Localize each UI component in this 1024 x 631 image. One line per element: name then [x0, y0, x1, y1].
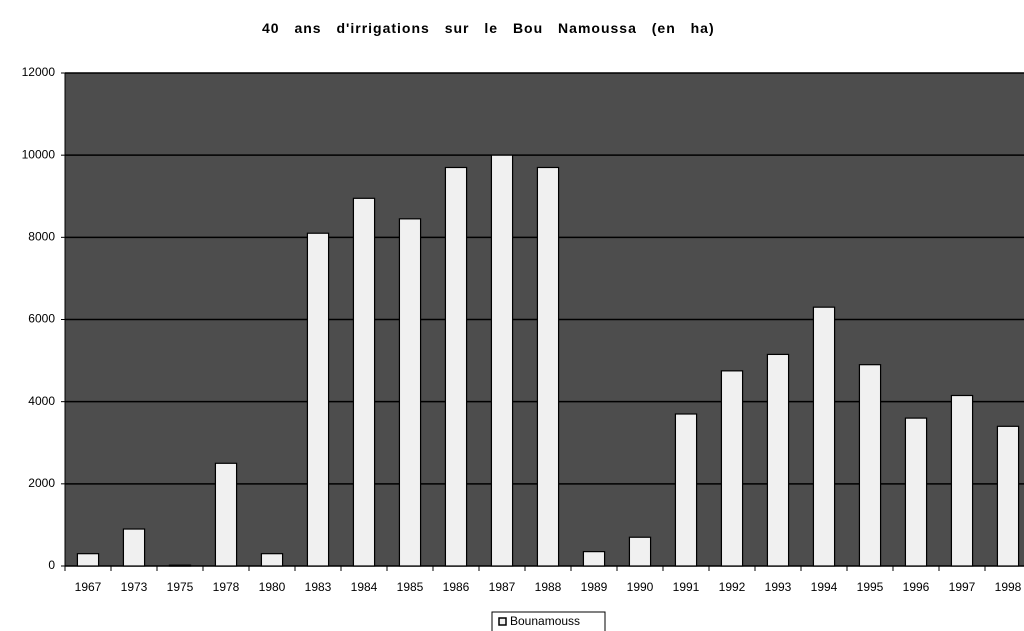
bar	[858, 364, 882, 567]
x-tick-label: 1990	[627, 580, 654, 594]
legend-swatch	[498, 617, 507, 626]
x-tick-label: 1980	[259, 580, 286, 594]
x-tick-label: 1988	[535, 580, 562, 594]
legend-label: Bounamouss	[510, 614, 580, 628]
x-tick-label: 1992	[719, 580, 746, 594]
bar	[444, 166, 468, 567]
bar	[490, 154, 514, 567]
x-tick-label: 1986	[443, 580, 470, 594]
bar	[582, 551, 606, 567]
bar	[352, 197, 376, 567]
x-tick-label: 1985	[397, 580, 424, 594]
y-tick-label: 8000	[28, 230, 55, 244]
x-tick-label: 1991	[673, 580, 700, 594]
x-tick-label: 1993	[765, 580, 792, 594]
bar	[536, 166, 560, 567]
x-tick-label: 1998	[995, 580, 1022, 594]
bar	[398, 218, 422, 567]
x-tick-label: 1996	[903, 580, 930, 594]
x-tick-label: 1967	[75, 580, 102, 594]
x-tick-label: 1987	[489, 580, 516, 594]
x-tick-label: 1997	[949, 580, 976, 594]
bar	[996, 425, 1020, 567]
x-tick-label: 1975	[167, 580, 194, 594]
y-tick-label: 4000	[28, 394, 55, 408]
chart-title: 40 ans d'irrigations sur le Bou Namoussa…	[262, 20, 715, 36]
bar	[628, 536, 652, 567]
bar	[168, 564, 192, 567]
y-tick-label: 2000	[28, 476, 55, 490]
x-tick-label: 1995	[857, 580, 884, 594]
x-tick-label: 1994	[811, 580, 838, 594]
bar	[674, 413, 698, 567]
bar	[720, 370, 744, 567]
bar	[214, 462, 238, 567]
bar	[306, 232, 330, 567]
bar	[76, 553, 100, 567]
y-tick-label: 6000	[28, 312, 55, 326]
x-tick-label: 1973	[121, 580, 148, 594]
x-tick-label: 1989	[581, 580, 608, 594]
bar	[260, 553, 284, 567]
bar	[950, 394, 974, 567]
y-tick-label: 12000	[22, 65, 56, 79]
x-tick-label: 1983	[305, 580, 332, 594]
y-tick-label: 0	[48, 558, 55, 572]
bar	[812, 306, 836, 567]
bar	[766, 353, 790, 567]
legend-box	[491, 611, 606, 631]
bar	[904, 417, 928, 567]
bar	[122, 528, 146, 567]
x-tick-label: 1978	[213, 580, 240, 594]
y-tick-label: 10000	[22, 147, 56, 161]
x-tick-label: 1984	[351, 580, 378, 594]
